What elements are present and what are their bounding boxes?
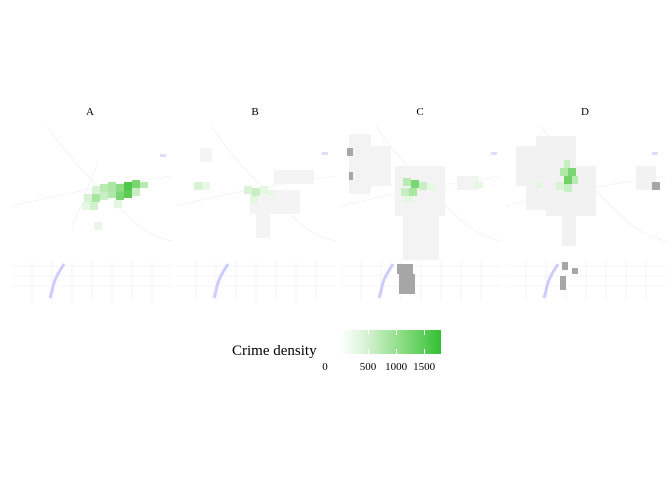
panel-label-c: C [416, 106, 424, 118]
legend-tick-label: 1000 [385, 361, 408, 373]
water-patch [322, 152, 328, 155]
legend-colorbar [340, 330, 441, 354]
legend-title: Crime density [232, 343, 317, 359]
river [212, 263, 230, 299]
map-panel-b [176, 126, 336, 301]
water-patch [491, 152, 497, 155]
missing-area [200, 148, 314, 238]
road-lines [12, 126, 172, 301]
water-patch [160, 154, 166, 157]
map-panel-a [12, 126, 172, 301]
river [377, 263, 395, 299]
legend-tick-mark [368, 330, 370, 335]
legend-tick-mark [396, 349, 398, 354]
density-cells [194, 182, 276, 204]
map-panel-c [341, 126, 501, 301]
river [48, 263, 66, 299]
density-cells [536, 160, 578, 192]
density-cells [401, 178, 483, 202]
water-patch [652, 152, 658, 155]
legend-tick-mark [424, 330, 426, 335]
legend-tick-label: 500 [359, 361, 377, 373]
density-cells [82, 180, 148, 230]
legend-tick-label: 0 [322, 361, 328, 373]
panel-label-d: D [581, 106, 589, 118]
legend-tick-mark [424, 349, 426, 354]
panel-label-b: B [251, 106, 259, 118]
missing-area [516, 136, 656, 246]
na-cells [347, 148, 415, 294]
legend-tick-mark [396, 330, 398, 335]
na-cells [560, 182, 660, 290]
legend-tick-mark [368, 349, 370, 354]
river [542, 263, 560, 299]
map-panel-d [506, 126, 666, 301]
legend-tick-label: 1500 [413, 361, 436, 373]
panel-label-a: A [86, 106, 94, 118]
missing-area [349, 134, 479, 260]
